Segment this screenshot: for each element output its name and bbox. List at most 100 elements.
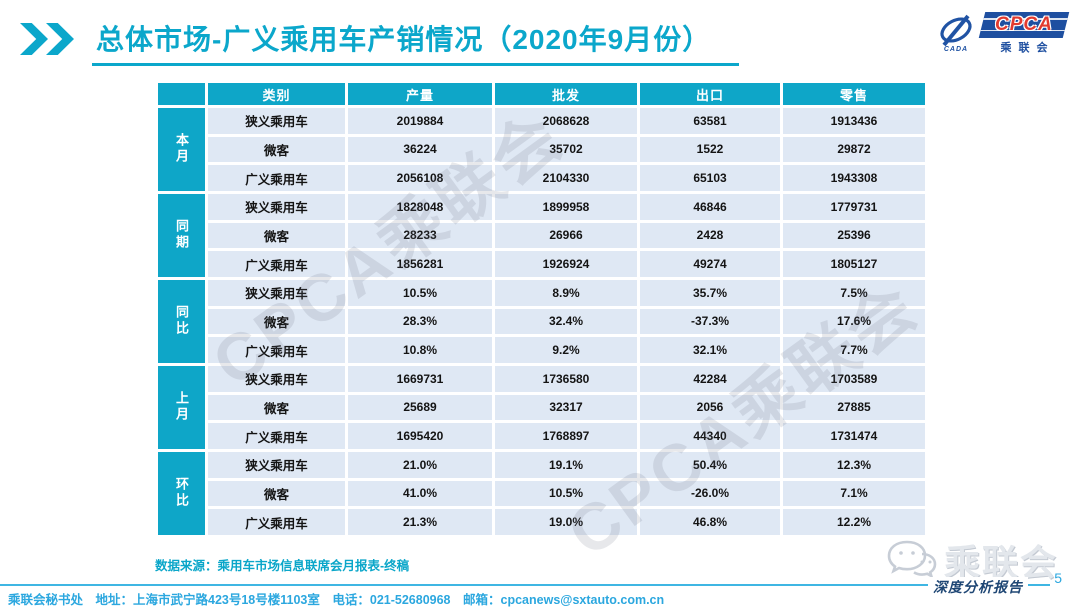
footer-divider	[0, 584, 1050, 586]
value-cell: 1736580	[492, 362, 640, 395]
value-cell: 27885	[780, 391, 928, 424]
value-cell: 7.7%	[780, 334, 928, 366]
column-header: 出口	[637, 80, 783, 108]
table-row: 广义乘用车 1695420 1768897 44340 1731474	[157, 420, 928, 452]
report-type-label: 深度分析报告	[928, 577, 1028, 597]
value-cell: 10.8%	[345, 334, 495, 366]
category-cell: 狭义乘用车	[205, 105, 348, 137]
row-group-label: 本月	[155, 105, 208, 194]
category-cell: 狭义乘用车	[205, 362, 348, 395]
table-row: 广义乘用车 2056108 2104330 65103 1943308	[157, 162, 928, 194]
table-row: 微客 28.3% 32.4% -37.3% 17.6%	[157, 305, 928, 338]
column-header: 类别	[205, 80, 348, 108]
value-cell: 28233	[345, 219, 495, 252]
table-row: 微客 28233 26966 2428 25396	[157, 219, 928, 252]
value-cell: 21.0%	[345, 448, 495, 481]
cpca-box: CPCA	[978, 12, 1070, 38]
wechat-watermark: 乘联会	[886, 534, 1058, 586]
cpca-wordmark: CPCA 乘联会	[978, 12, 1070, 55]
row-group-label: 上月	[155, 362, 208, 452]
value-cell: 21.3%	[345, 506, 495, 538]
value-cell: 41.0%	[345, 477, 495, 510]
category-cell: 广义乘用车	[205, 334, 348, 366]
value-cell: 7.5%	[780, 276, 928, 309]
value-cell: 1899958	[492, 190, 640, 223]
value-cell: 35702	[492, 133, 640, 166]
table-row: 环比 狭义乘用车 21.0% 19.1% 50.4% 12.3%	[155, 448, 928, 539]
value-cell: 7.1%	[780, 477, 928, 510]
production-sales-table: 类别 产量 批发 出口 零售 本月 狭义乘用车 2019884 2068628 …	[155, 80, 928, 539]
value-cell: 32317	[492, 391, 640, 424]
table-row: 微客 25689 32317 2056 27885	[157, 391, 928, 424]
value-cell: 1669731	[345, 362, 495, 395]
value-cell: 2019884	[345, 105, 495, 137]
category-cell: 微客	[205, 305, 348, 338]
value-cell: 9.2%	[492, 334, 640, 366]
value-cell: 17.6%	[780, 305, 928, 338]
cpca-logo: CADA CPCA 乘联会	[935, 12, 1070, 55]
column-header: 批发	[492, 80, 640, 108]
table-row: 微客 41.0% 10.5% -26.0% 7.1%	[157, 477, 928, 510]
category-cell: 微客	[205, 133, 348, 166]
table-header-row: 类别 产量 批发 出口 零售	[155, 80, 928, 108]
value-cell: 1913436	[780, 105, 928, 137]
table-row: 本月 狭义乘用车 2019884 2068628 63581 1913436	[155, 105, 928, 194]
value-cell: 2068628	[492, 105, 640, 137]
table-row: 微客 36224 35702 1522 29872	[157, 133, 928, 166]
cpca-swoosh-icon: CADA	[935, 14, 977, 53]
value-cell: 10.5%	[492, 477, 640, 510]
value-cell: 1522	[637, 133, 783, 166]
category-cell: 微客	[205, 391, 348, 424]
table-row: 广义乘用车 1856281 1926924 49274 1805127	[157, 248, 928, 280]
value-cell: 1828048	[345, 190, 495, 223]
wechat-icon	[887, 540, 937, 579]
row-group-label: 环比	[155, 448, 208, 539]
table-row: 同比 狭义乘用车 10.5% 8.9% 35.7% 7.5%	[155, 276, 928, 366]
value-cell: 1768897	[492, 420, 640, 452]
row-group-label: 同比	[155, 276, 208, 366]
value-cell: 2428	[637, 219, 783, 252]
value-cell: 46.8%	[637, 506, 783, 538]
value-cell: 36224	[345, 133, 495, 166]
category-cell: 广义乘用车	[205, 420, 348, 452]
value-cell: 1805127	[780, 248, 928, 280]
value-cell: 8.9%	[492, 276, 640, 309]
category-cell: 狭义乘用车	[205, 448, 348, 481]
footer-contact-info: 乘联会秘书处 地址：上海市武宁路423号18号楼1103室 电话：021-526…	[8, 593, 665, 607]
column-header: 产量	[345, 80, 495, 108]
value-cell: 63581	[637, 105, 783, 137]
category-cell: 狭义乘用车	[205, 190, 348, 223]
value-cell: -26.0%	[637, 477, 783, 510]
value-cell: 25396	[780, 219, 928, 252]
page-number: 5	[1054, 570, 1062, 586]
wechat-watermark-label: 乘联会	[944, 542, 1059, 583]
column-header: 零售	[780, 80, 928, 108]
page-title: 总体市场-广义乘用车产销情况（2020年9月份）	[92, 18, 740, 66]
cpca-chinese-name: 乘联会	[1000, 42, 1055, 54]
category-cell: 微客	[205, 219, 348, 252]
value-cell: 32.1%	[637, 334, 783, 366]
value-cell: 19.1%	[492, 448, 640, 481]
value-cell: 65103	[637, 162, 783, 194]
value-cell: 2056	[637, 391, 783, 424]
value-cell: 46846	[637, 190, 783, 223]
value-cell: 25689	[345, 391, 495, 424]
table-row: 广义乘用车 10.8% 9.2% 32.1% 7.7%	[157, 334, 928, 366]
value-cell: 10.5%	[345, 276, 495, 309]
category-cell: 广义乘用车	[205, 506, 348, 538]
cpca-text: CPCA	[995, 14, 1053, 35]
value-cell: 1731474	[780, 420, 928, 452]
chevron-right-icon	[46, 23, 74, 55]
value-cell: 44340	[637, 420, 783, 452]
data-source-note: 数据来源：乘用车市场信息联席会月报表-终稿	[155, 559, 410, 573]
value-cell: 1943308	[780, 162, 928, 194]
value-cell: 42284	[637, 362, 783, 395]
category-cell: 广义乘用车	[205, 162, 348, 194]
value-cell: 2104330	[492, 162, 640, 194]
value-cell: 1779731	[780, 190, 928, 223]
value-cell: 1695420	[345, 420, 495, 452]
table-row: 同期 狭义乘用车 1828048 1899958 46846 1779731	[155, 190, 928, 280]
value-cell: 50.4%	[637, 448, 783, 481]
value-cell: -37.3%	[637, 305, 783, 338]
